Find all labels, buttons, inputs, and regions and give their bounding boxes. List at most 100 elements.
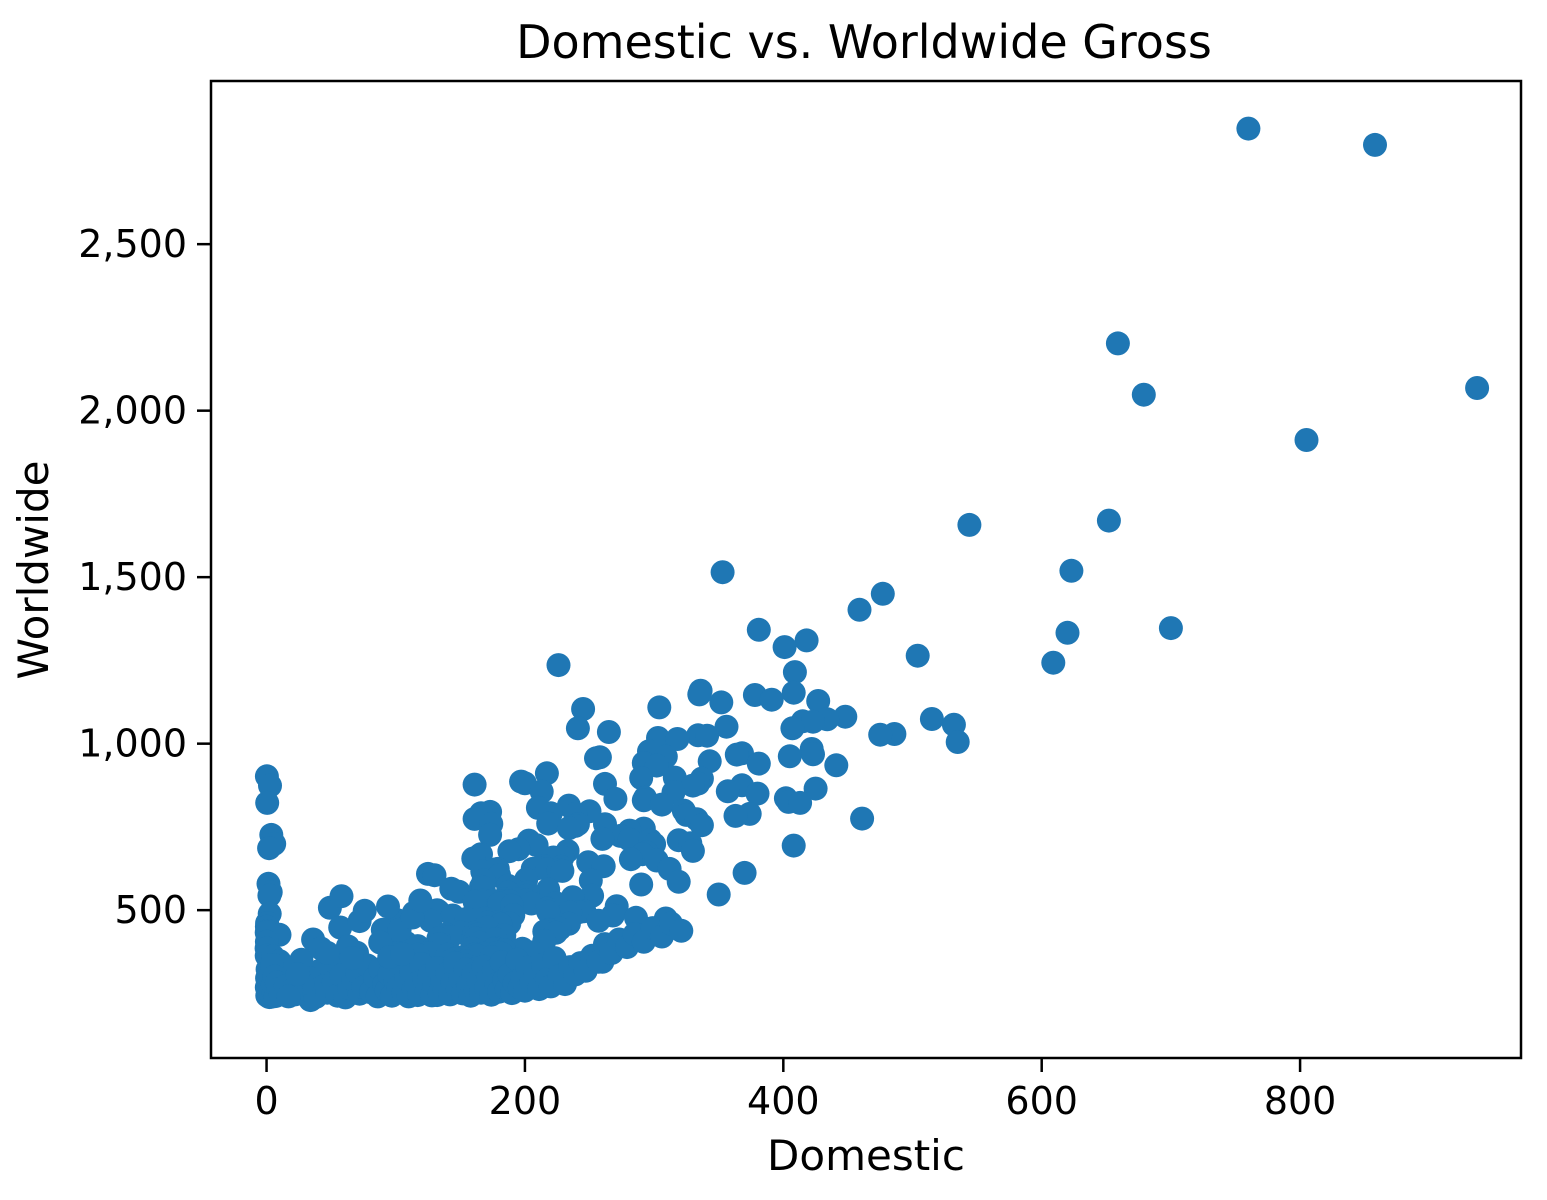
data-point bbox=[649, 792, 674, 817]
data-point bbox=[629, 766, 654, 790]
x-tick-label: 800 bbox=[1264, 1079, 1337, 1123]
data-point bbox=[478, 822, 503, 847]
data-point bbox=[1059, 558, 1084, 583]
data-point bbox=[1236, 116, 1261, 141]
data-point bbox=[781, 833, 806, 858]
data-point bbox=[618, 847, 643, 872]
data-point bbox=[919, 707, 944, 731]
data-point bbox=[801, 709, 825, 734]
data-point bbox=[257, 883, 282, 908]
data-point bbox=[497, 839, 522, 864]
data-point bbox=[546, 653, 571, 678]
data-point bbox=[584, 746, 608, 771]
ticks-group bbox=[197, 242, 1302, 1072]
data-point bbox=[806, 689, 831, 713]
data-point bbox=[462, 772, 487, 797]
data-point bbox=[759, 687, 784, 712]
data-point bbox=[285, 962, 310, 987]
data-point bbox=[745, 781, 770, 806]
x-tick-label: 200 bbox=[489, 1079, 562, 1123]
y-tick-label: 1,500 bbox=[78, 555, 187, 599]
data-point bbox=[724, 742, 749, 767]
data-point bbox=[788, 790, 813, 815]
data-point bbox=[276, 984, 301, 1009]
data-point bbox=[945, 730, 970, 754]
chart-title: Domestic vs. Worldwide Gross bbox=[516, 15, 1212, 69]
data-point bbox=[1131, 382, 1156, 407]
data-point bbox=[665, 727, 690, 751]
data-point bbox=[782, 660, 807, 685]
data-point bbox=[376, 894, 400, 919]
data-point bbox=[746, 751, 771, 776]
x-axis-label: Domestic bbox=[767, 1131, 965, 1180]
data-point bbox=[714, 714, 739, 739]
data-point bbox=[957, 512, 982, 537]
data-point bbox=[709, 690, 734, 715]
data-point bbox=[847, 597, 872, 622]
y-tick-label: 2,500 bbox=[78, 222, 187, 266]
data-point bbox=[571, 697, 596, 721]
data-point bbox=[781, 680, 806, 705]
data-point bbox=[1465, 376, 1490, 400]
data-point bbox=[850, 806, 875, 831]
data-point bbox=[339, 946, 364, 971]
data-point bbox=[352, 898, 377, 923]
data-point bbox=[1363, 132, 1387, 157]
data-point bbox=[905, 643, 930, 668]
data-point bbox=[706, 882, 731, 907]
data-point bbox=[257, 836, 282, 861]
data-point bbox=[524, 833, 549, 858]
x-tick-label: 400 bbox=[747, 1079, 820, 1123]
data-point bbox=[1041, 650, 1066, 675]
data-point bbox=[715, 779, 740, 804]
data-point bbox=[556, 816, 581, 841]
data-point bbox=[868, 722, 893, 747]
data-point bbox=[695, 723, 720, 748]
data-point bbox=[1105, 331, 1130, 356]
data-point bbox=[772, 635, 797, 660]
data-point bbox=[780, 716, 805, 741]
data-point bbox=[590, 826, 615, 851]
data-point bbox=[596, 720, 621, 744]
data-point bbox=[631, 788, 656, 813]
data-point bbox=[801, 742, 825, 767]
data-point bbox=[777, 744, 802, 769]
data-point bbox=[680, 773, 705, 798]
data-point bbox=[824, 753, 849, 778]
points-group bbox=[254, 116, 1490, 1013]
data-point bbox=[586, 908, 611, 933]
data-point bbox=[710, 560, 735, 585]
data-point bbox=[534, 761, 559, 786]
data-point bbox=[565, 716, 590, 741]
data-point bbox=[803, 776, 828, 801]
y-tick-label: 1,000 bbox=[78, 722, 187, 766]
data-point bbox=[680, 838, 705, 863]
data-point bbox=[1158, 616, 1183, 641]
data-point bbox=[870, 581, 895, 606]
data-point bbox=[647, 695, 672, 720]
data-point bbox=[390, 942, 415, 967]
data-point bbox=[629, 872, 654, 897]
data-point bbox=[550, 858, 575, 883]
y-axis-label: Worldwide bbox=[9, 461, 58, 680]
data-point bbox=[732, 860, 757, 885]
data-point bbox=[1055, 620, 1080, 645]
data-point bbox=[689, 813, 714, 838]
data-point bbox=[328, 915, 353, 940]
data-point bbox=[1294, 428, 1319, 452]
x-tick-label: 0 bbox=[254, 1079, 278, 1123]
data-point bbox=[315, 940, 340, 965]
data-point bbox=[723, 803, 748, 828]
plot-border bbox=[209, 79, 1523, 1060]
data-point bbox=[833, 704, 858, 729]
data-point bbox=[255, 790, 280, 815]
data-point bbox=[329, 884, 354, 909]
y-tick-label: 2,000 bbox=[78, 389, 187, 433]
data-point bbox=[536, 899, 561, 924]
y-tick-label: 500 bbox=[114, 888, 187, 932]
x-tick-label: 600 bbox=[1005, 1079, 1078, 1123]
data-point bbox=[669, 918, 694, 943]
data-point bbox=[408, 888, 433, 913]
